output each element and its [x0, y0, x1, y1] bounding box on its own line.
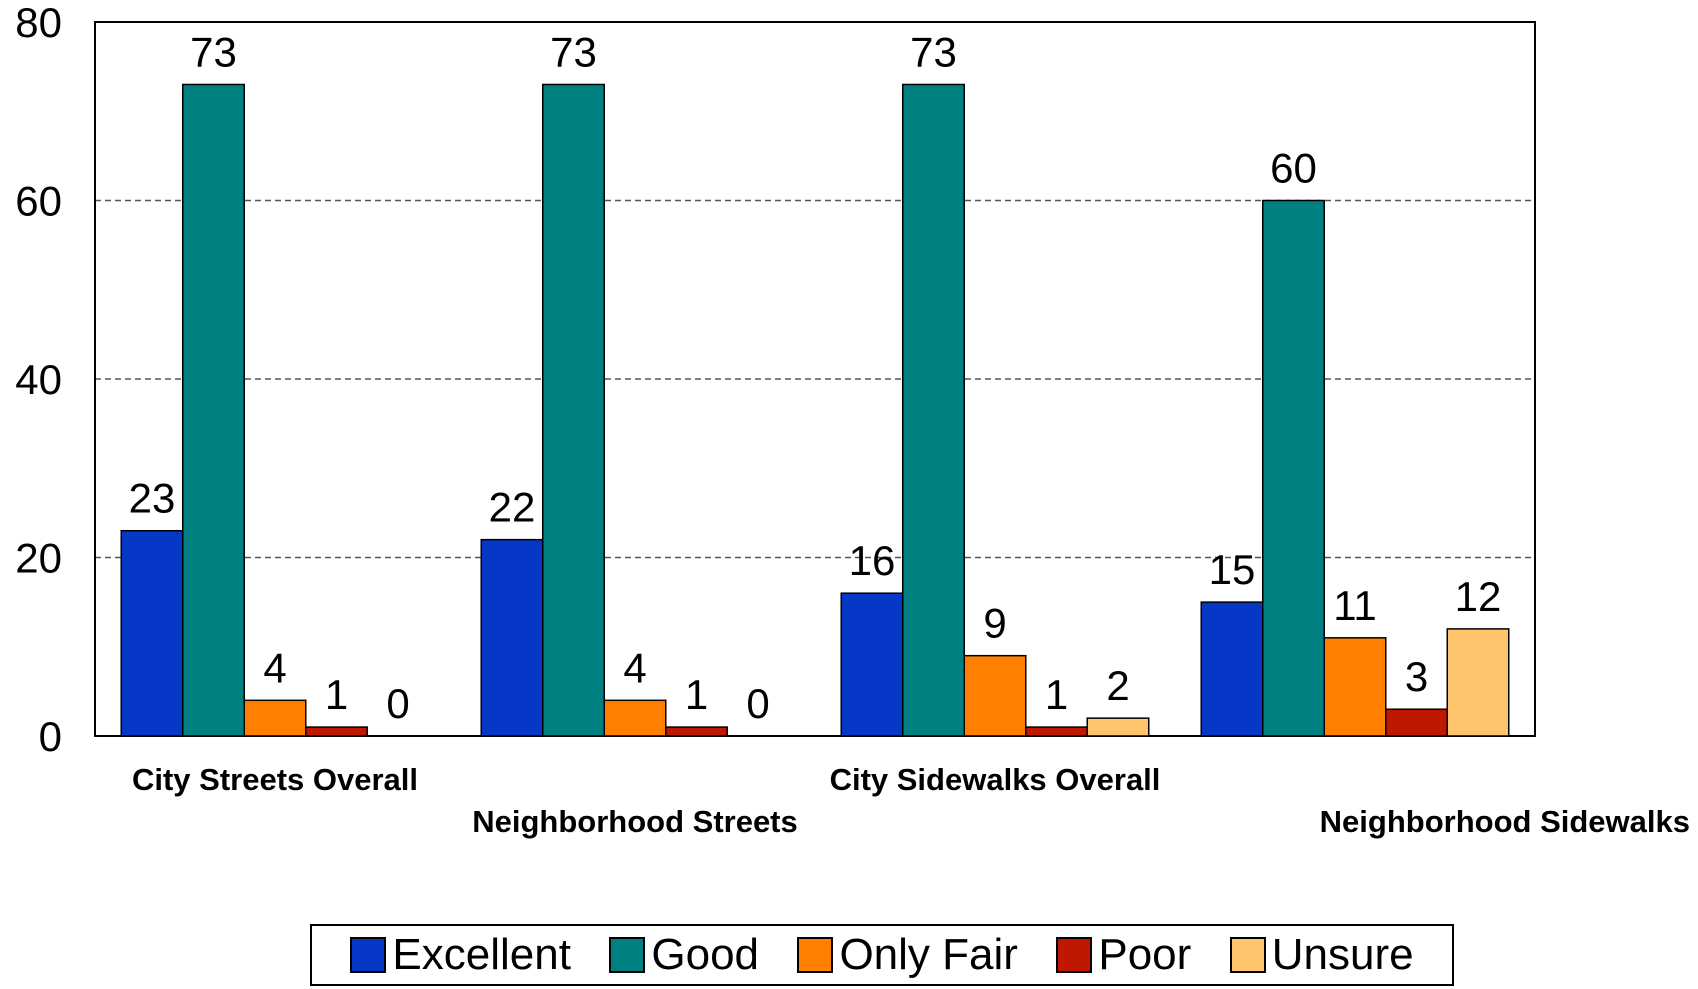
- legend-swatch: [1056, 937, 1093, 973]
- data-label: 23: [129, 475, 176, 522]
- legend-swatch: [350, 937, 387, 973]
- legend: Excellent Good Only Fair Poor Unsure: [310, 924, 1454, 986]
- data-label: 9: [983, 600, 1006, 647]
- bar: [1385, 708, 1448, 737]
- data-label: 4: [263, 644, 286, 691]
- legend-item: Poor: [1056, 930, 1191, 980]
- category-label: Neighborhood Sidewalks: [1320, 804, 1690, 839]
- bar: [542, 83, 605, 737]
- bar: [963, 654, 1027, 737]
- data-label: 15: [1209, 546, 1256, 593]
- bar: [902, 83, 965, 737]
- bar: [1200, 601, 1264, 737]
- plot-area-border: [94, 21, 1536, 737]
- data-label: 0: [746, 680, 769, 727]
- bar: [1025, 726, 1088, 737]
- category-label: City Sidewalks Overall: [830, 762, 1161, 797]
- legend-label: Excellent: [392, 930, 571, 979]
- bar: [840, 592, 904, 737]
- bar: [665, 726, 728, 737]
- data-label: 73: [550, 28, 597, 75]
- y-tick-label: 20: [15, 535, 62, 582]
- y-tick-label: 60: [15, 178, 62, 225]
- y-tick-label: 80: [15, 0, 62, 46]
- bar: [243, 699, 307, 737]
- bar: [1262, 199, 1325, 737]
- category-label: City Streets Overall: [132, 762, 418, 797]
- legend-swatch: [609, 937, 646, 973]
- data-label: 22: [489, 484, 536, 531]
- data-label: 2: [1106, 662, 1129, 709]
- bar: [603, 699, 667, 737]
- data-label: 11: [1333, 582, 1377, 629]
- bar: [305, 726, 368, 737]
- y-tick-label: 0: [39, 713, 62, 760]
- category-label: Neighborhood Streets: [472, 804, 798, 839]
- legend-item: Excellent: [350, 930, 571, 980]
- legend-label: Good: [651, 930, 760, 979]
- legend-swatch: [797, 937, 834, 973]
- bar: [1446, 628, 1510, 737]
- legend-swatch: [1229, 937, 1266, 973]
- legend-item: Good: [609, 930, 759, 980]
- bar: [1323, 637, 1387, 737]
- bar: [480, 538, 544, 737]
- legend-item: Unsure: [1229, 930, 1414, 980]
- data-label: 12: [1455, 573, 1502, 620]
- data-label: 1: [1045, 671, 1068, 718]
- legend-label: Poor: [1098, 930, 1192, 979]
- data-label: 4: [623, 644, 646, 691]
- data-label: 16: [849, 537, 896, 584]
- legend-item: Only Fair: [797, 930, 1018, 980]
- data-label: 73: [190, 28, 237, 75]
- data-label: 0: [386, 680, 409, 727]
- data-label: 1: [685, 671, 708, 718]
- data-label: 73: [910, 28, 957, 75]
- legend-label: Only Fair: [839, 930, 1018, 979]
- legend-label: Unsure: [1271, 930, 1414, 979]
- data-label: 3: [1405, 653, 1428, 700]
- bar: [120, 529, 184, 737]
- bar: [182, 83, 245, 737]
- data-label: 1: [325, 671, 348, 718]
- data-label: 60: [1270, 145, 1317, 192]
- y-tick-label: 40: [15, 356, 62, 403]
- bar: [1086, 717, 1150, 737]
